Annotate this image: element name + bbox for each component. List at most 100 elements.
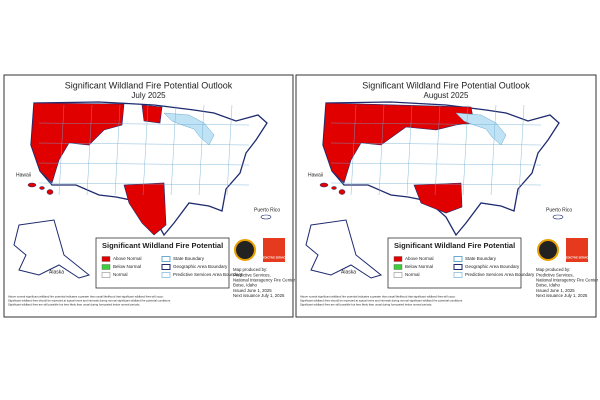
hawaii-label: Hawaii bbox=[16, 172, 31, 178]
legend-swatch bbox=[101, 272, 111, 278]
footnote: Above normal significant wildland fire p… bbox=[300, 295, 456, 299]
state-boundary bbox=[114, 104, 121, 196]
state-boundary bbox=[490, 104, 497, 196]
nifc-logo bbox=[537, 239, 559, 261]
legend-item: State Boundary bbox=[465, 256, 497, 261]
state-boundary bbox=[38, 142, 250, 146]
puerto-rico-label: Puerto Rico bbox=[254, 207, 280, 213]
above-normal-area bbox=[123, 182, 167, 236]
state-boundary bbox=[330, 182, 542, 186]
legend-item: Predictive Services Area Boundary bbox=[173, 272, 243, 277]
state-boundary bbox=[434, 104, 441, 196]
credit-line: Next issuance July 1, 2025 bbox=[536, 293, 588, 298]
state-boundary bbox=[86, 104, 93, 196]
ps-logo bbox=[566, 238, 588, 262]
hawaii-island bbox=[319, 182, 329, 188]
puerto-rico-label: Puerto Rico bbox=[546, 207, 572, 213]
credit-line: National Interagency Fire Center bbox=[233, 278, 296, 283]
legend-swatch bbox=[161, 264, 171, 270]
hawaii-island bbox=[338, 189, 346, 195]
above-normal-area bbox=[141, 104, 163, 124]
state-boundary bbox=[38, 122, 250, 126]
state-boundary bbox=[330, 142, 542, 146]
credit-line: Issued June 1, 2025 bbox=[536, 288, 575, 293]
us-map bbox=[30, 101, 268, 237]
legend-title: Significant Wildland Fire Potential bbox=[394, 241, 515, 250]
hawaii-label: Hawaii bbox=[308, 172, 323, 178]
state-boundary bbox=[462, 104, 469, 196]
state-boundary bbox=[226, 104, 233, 196]
legend-item: Above Normal bbox=[405, 256, 434, 261]
footnote: Significant wildland fires should be exp… bbox=[300, 299, 463, 303]
legend-swatch bbox=[393, 264, 403, 270]
credit-line: Map produced by: bbox=[233, 267, 267, 272]
nifc-logo bbox=[234, 239, 256, 261]
map-title: Significant Wildland Fire Potential Outl… bbox=[65, 80, 233, 90]
credit-line: Issued June 1, 2025 bbox=[233, 288, 272, 293]
puerto-rico bbox=[552, 214, 564, 220]
legend-item: Above Normal bbox=[113, 256, 142, 261]
credit-line: Predictive Services, bbox=[536, 272, 574, 277]
footnote: Significant wildland fires are still pos… bbox=[300, 303, 432, 307]
map-panel: Significant Wildland Fire Potential Outl… bbox=[3, 74, 296, 318]
credit-line: Next issuance July 1, 2025 bbox=[233, 293, 285, 298]
state-boundary bbox=[198, 104, 205, 196]
footnote: Significant wildland fires should be exp… bbox=[8, 299, 171, 303]
legend-item: Normal bbox=[113, 272, 128, 277]
legend-item: Predictive Services Area Boundary bbox=[465, 272, 535, 277]
legend-title: Significant Wildland Fire Potential bbox=[102, 241, 223, 250]
legend-swatch bbox=[393, 272, 403, 278]
state-boundary bbox=[350, 104, 357, 196]
map-month: July 2025 bbox=[131, 91, 166, 100]
state-boundary bbox=[58, 104, 65, 196]
credit-line: Boise, Idaho bbox=[536, 283, 560, 288]
legend-item: State Boundary bbox=[173, 256, 205, 261]
footnote: Above normal significant wildland fire p… bbox=[8, 295, 164, 299]
state-boundary bbox=[518, 104, 525, 196]
credit-line: National Interagency Fire Center bbox=[536, 278, 599, 283]
legend-item: Below Normal bbox=[113, 264, 141, 269]
state-boundary bbox=[142, 104, 149, 196]
credit-line: Map produced by: bbox=[536, 267, 570, 272]
legend-swatch bbox=[393, 256, 403, 262]
hawaii-island bbox=[46, 189, 54, 195]
map-panel: Significant Wildland Fire Potential Outl… bbox=[295, 74, 599, 318]
credit-line: Boise, Idaho bbox=[233, 283, 257, 288]
alaska-label: Alaska bbox=[49, 269, 64, 275]
legend-swatch bbox=[101, 256, 111, 262]
credit-line: Predictive Services, bbox=[233, 272, 271, 277]
us-map bbox=[322, 101, 560, 237]
legend-box bbox=[387, 237, 522, 289]
legend-swatch bbox=[101, 264, 111, 270]
state-boundary bbox=[378, 104, 385, 196]
hawaii-island bbox=[39, 186, 45, 190]
state-boundary bbox=[406, 104, 413, 196]
legend-item: Geographic Area Boundary bbox=[173, 264, 228, 269]
logo-text: PREDICTIVE SERVICES bbox=[259, 256, 289, 260]
great-lakes bbox=[163, 112, 215, 146]
legend-swatch bbox=[453, 264, 463, 270]
footnote: Significant wildland fires are still pos… bbox=[8, 303, 140, 307]
legend-swatch bbox=[453, 256, 463, 262]
state-boundary bbox=[330, 162, 542, 166]
logo-text: PREDICTIVE SERVICES bbox=[562, 256, 592, 260]
legend-item: Geographic Area Boundary bbox=[465, 264, 520, 269]
map-title: Significant Wildland Fire Potential Outl… bbox=[362, 80, 530, 90]
hawaii-island bbox=[331, 186, 337, 190]
state-boundary bbox=[330, 122, 542, 126]
legend-swatch bbox=[161, 256, 171, 262]
legend-swatch bbox=[161, 272, 171, 278]
state-boundary bbox=[38, 182, 250, 186]
legend-item: Below Normal bbox=[405, 264, 433, 269]
state-boundary bbox=[170, 104, 177, 196]
great-lakes bbox=[455, 112, 507, 146]
state-boundary bbox=[38, 162, 250, 166]
ps-logo bbox=[263, 238, 285, 262]
legend-item: Normal bbox=[405, 272, 420, 277]
puerto-rico bbox=[260, 214, 272, 220]
hawaii-island bbox=[27, 182, 37, 188]
alaska-label: Alaska bbox=[341, 269, 356, 275]
above-normal-area bbox=[413, 182, 463, 214]
alaska bbox=[305, 219, 383, 279]
